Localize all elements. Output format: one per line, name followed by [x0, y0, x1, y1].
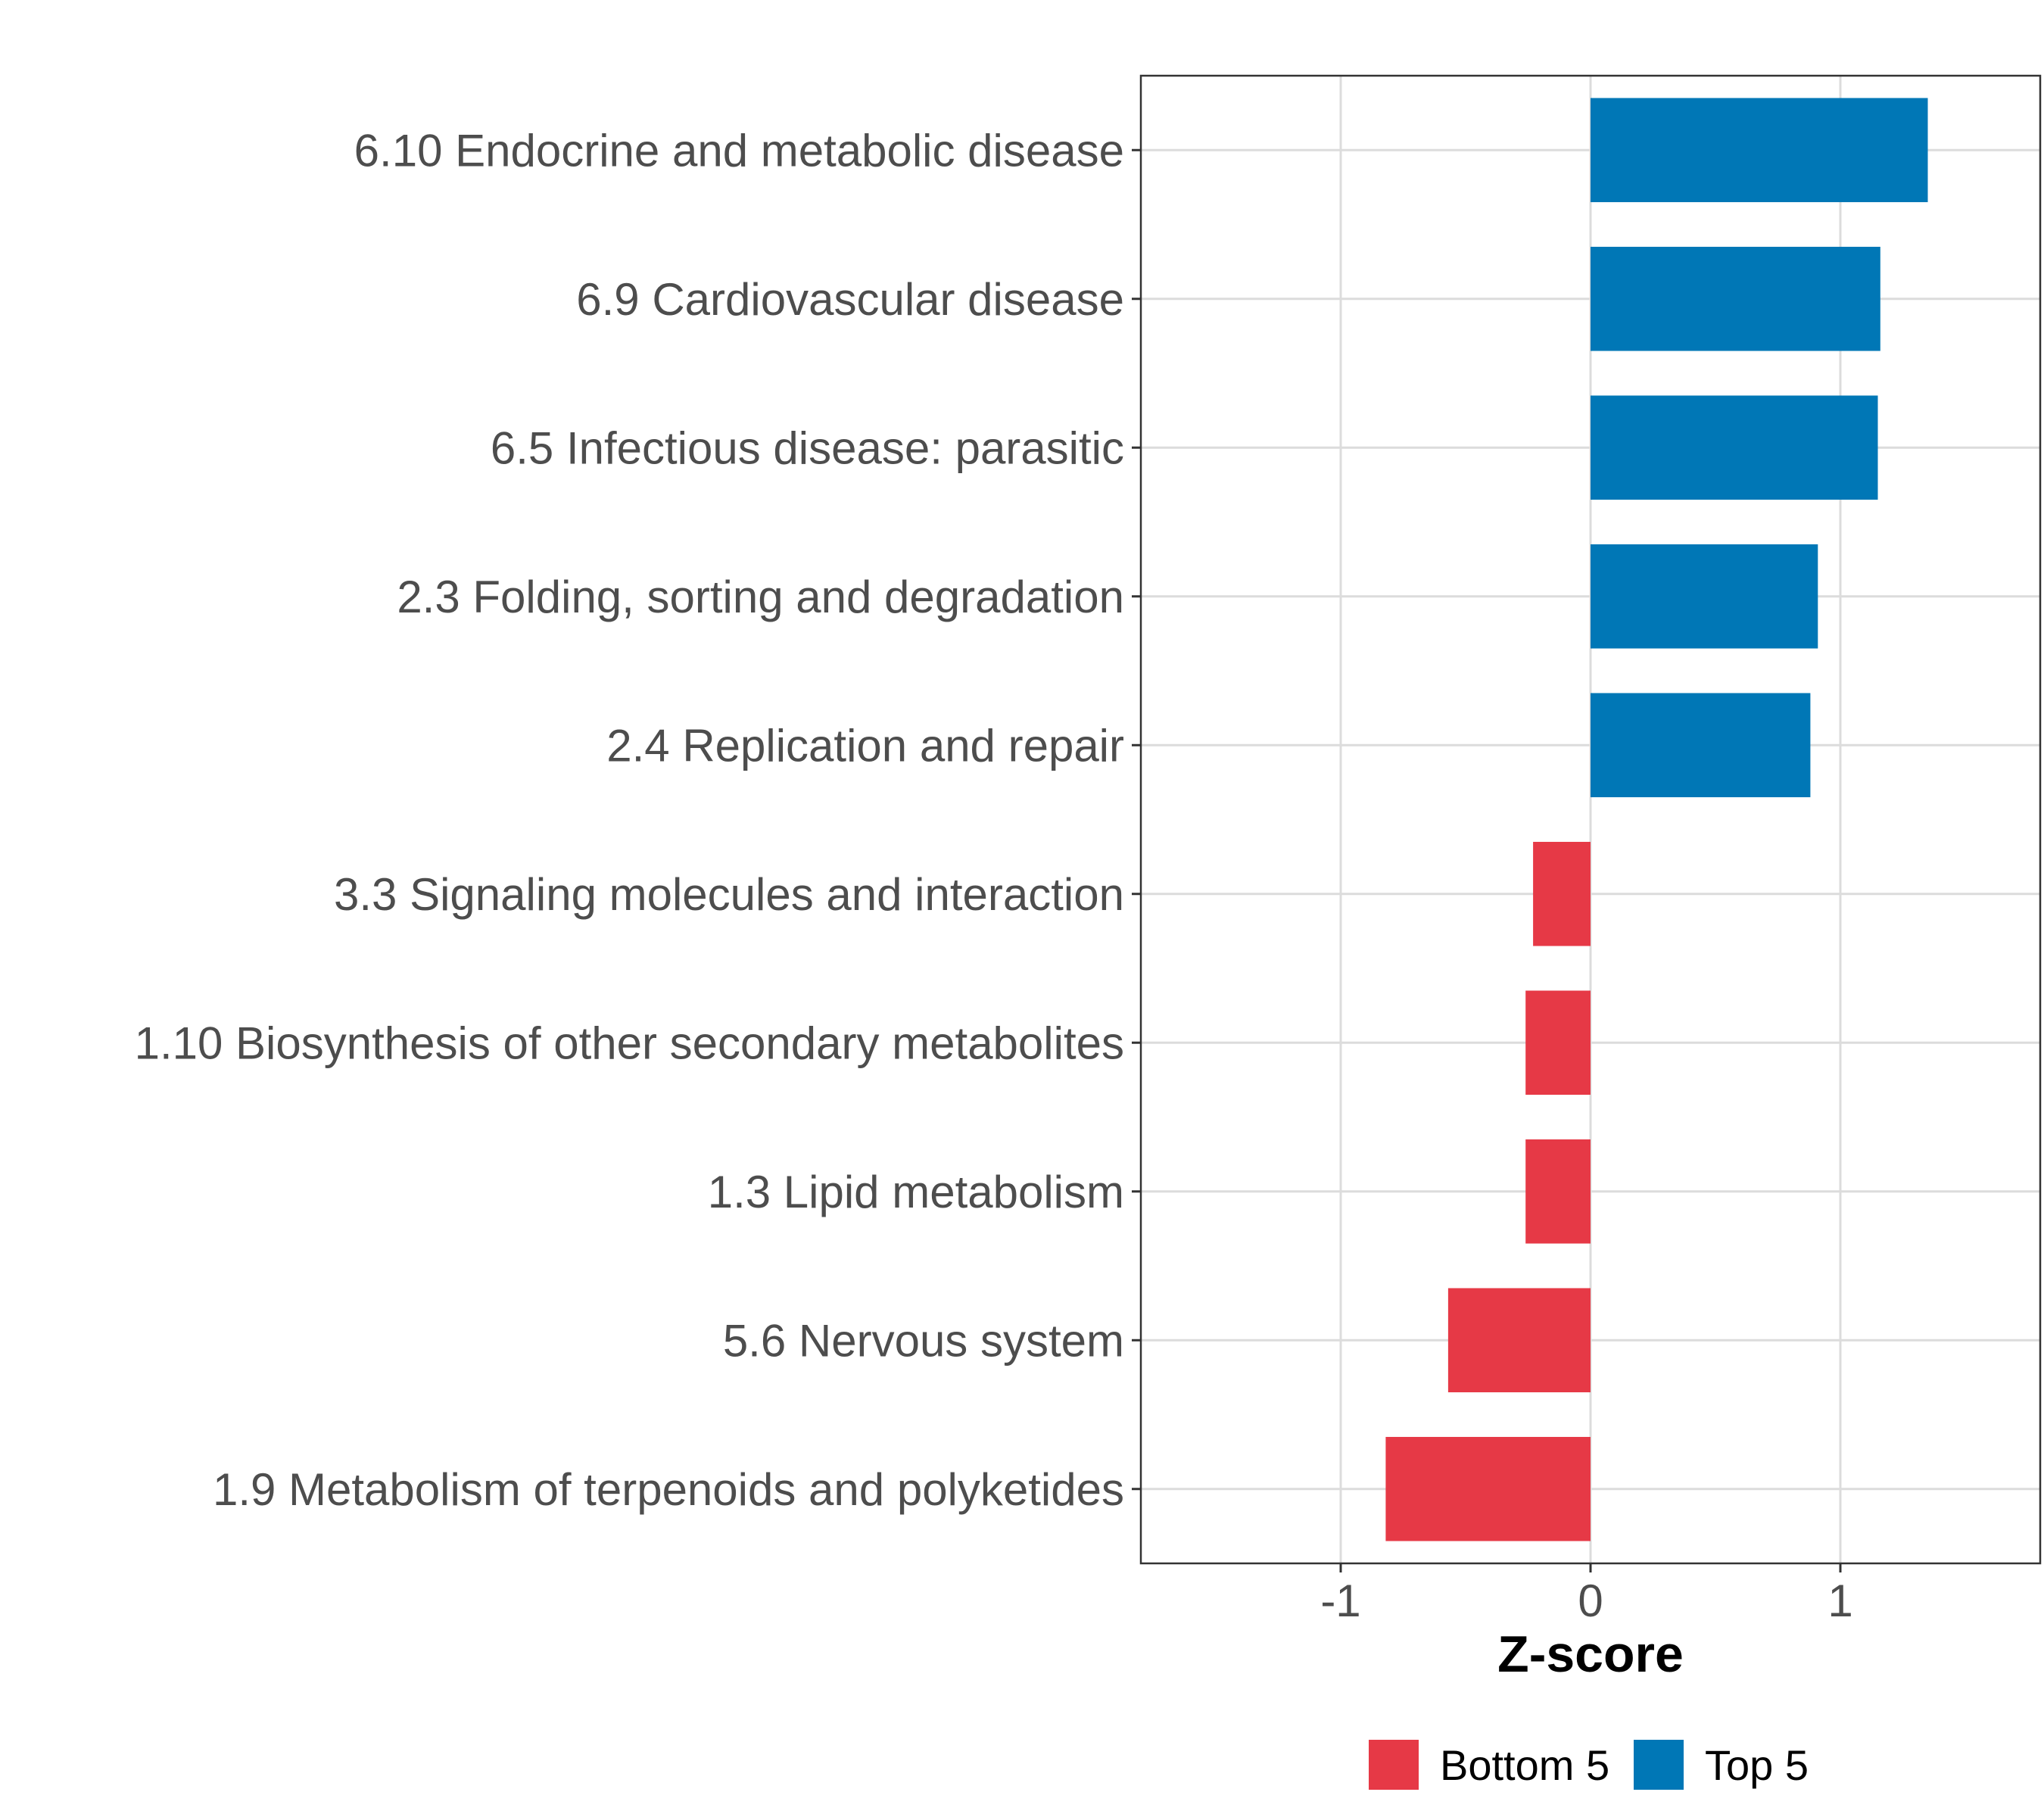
bar [1533, 841, 1591, 946]
y-tick-label: 1.3 Lipid metabolism [708, 1167, 1124, 1217]
y-axis: 6.10 Endocrine and metabolic disease 6.9 … [135, 125, 1141, 1515]
y-tick-label: 1.10 Biosynthesis of other secondary met… [135, 1018, 1124, 1068]
bar [1447, 1288, 1591, 1393]
y-tick-label: 5.6 Nervous system [723, 1315, 1124, 1366]
y-tick-label: 1.9 Metabolism of terpenoids and polyket… [213, 1464, 1124, 1515]
bar [1591, 246, 1880, 351]
bar [1525, 990, 1591, 1095]
y-tick-label: 6.10 Endocrine and metabolic disease [354, 125, 1124, 176]
y-tick-label: 6.9 Cardiovascular disease [576, 274, 1124, 325]
bar [1385, 1436, 1591, 1541]
legend-swatch [1369, 1740, 1419, 1790]
y-tick-label: 3.3 Signaling molecules and interaction [334, 869, 1124, 920]
x-tick-label: 1 [1827, 1575, 1852, 1626]
legend-swatch [1634, 1740, 1684, 1790]
y-tick-label: 2.4 Replication and repair [606, 720, 1124, 771]
legend: Bottom 5 Top 5 [1369, 1740, 1809, 1790]
legend-label: Top 5 [1705, 1741, 1809, 1789]
y-tick-label: 2.3 Folding, sorting and degradation [397, 572, 1124, 622]
x-axis: -1 0 1 [1320, 1563, 1853, 1626]
bar [1591, 395, 1878, 500]
x-tick-label: -1 [1320, 1575, 1360, 1626]
x-axis-title: Z-score [1497, 1625, 1684, 1683]
x-tick-label: 0 [1578, 1575, 1603, 1626]
bars [1385, 98, 1928, 1541]
bar [1591, 693, 1811, 798]
bar [1525, 1139, 1591, 1244]
bar [1591, 98, 1928, 203]
bar [1591, 544, 1818, 649]
y-tick-label: 6.5 Infectious disease: parasitic [491, 422, 1124, 473]
legend-label: Bottom 5 [1440, 1741, 1609, 1789]
